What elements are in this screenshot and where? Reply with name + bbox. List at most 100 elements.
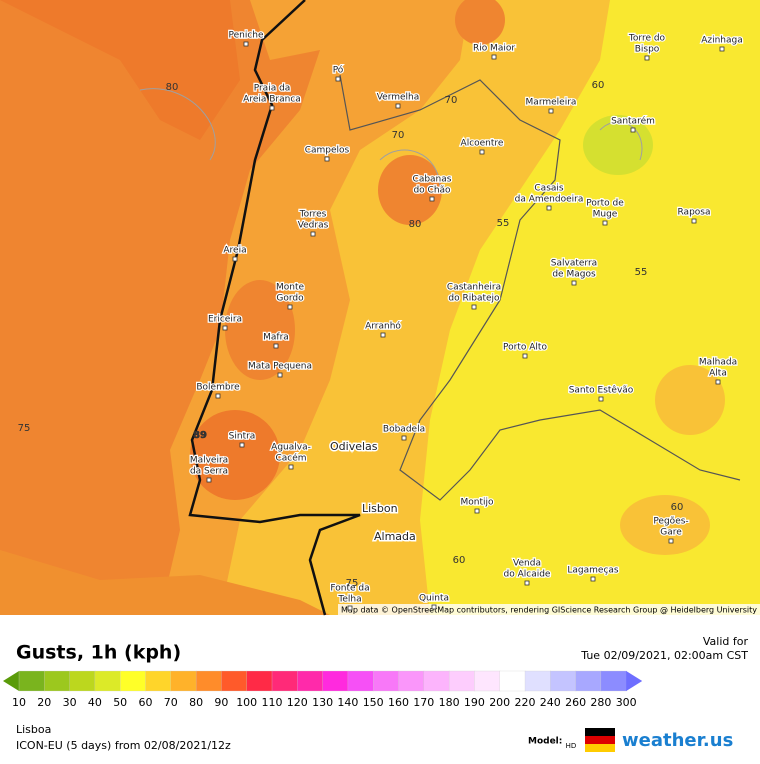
place-marker [474, 508, 480, 514]
legend-tick-label: 160 [388, 696, 409, 709]
legend-tick-label: 100 [236, 696, 257, 709]
legend-swatch [145, 670, 172, 692]
place-label: Raposa [678, 208, 711, 218]
legend-tick-label: 90 [214, 696, 228, 709]
place-marker [395, 103, 401, 109]
contour-label: 60 [453, 555, 466, 566]
legend-swatch [499, 670, 526, 692]
place-label: Mata Pequena [248, 362, 312, 372]
place-label: Venda [513, 559, 541, 569]
place-label: Pegões- [653, 517, 688, 527]
legend-swatch [322, 670, 349, 692]
place-marker [524, 580, 530, 586]
legend-swatch [575, 670, 602, 692]
legend-swatch [94, 670, 121, 692]
title: Gusts, 1h (kph) [16, 642, 181, 664]
legend-swatch [246, 670, 273, 692]
legend-swatch [550, 670, 577, 692]
place-label: Bispo [635, 45, 660, 55]
legend-tick-label: 150 [363, 696, 384, 709]
legend-swatch [600, 670, 627, 692]
legend-tick-label: 30 [63, 696, 77, 709]
contour-label: 80 [409, 219, 422, 230]
valid-label: Valid for [703, 635, 749, 648]
place-label: Alcoentre [461, 139, 504, 149]
place-label: Azinhaga [701, 36, 743, 46]
legend-tick-label: 190 [464, 696, 485, 709]
place-marker [719, 46, 725, 52]
major-place-label: Almada [374, 530, 416, 543]
place-label: Santo Estêvão [569, 385, 634, 396]
place-label: Bobadela [383, 425, 425, 435]
legend-swatch [297, 670, 324, 692]
place-marker [668, 538, 674, 544]
contour-label: 60 [671, 502, 684, 513]
contour-label: 70 [445, 95, 458, 106]
place-label: da Amendoeira [515, 195, 584, 205]
place-label: Porto Alto [503, 343, 547, 353]
legend-swatch [398, 670, 425, 692]
legend-swatch [69, 670, 96, 692]
place-label: Porto de [586, 199, 624, 209]
place-marker [479, 149, 485, 155]
place-label: Pó [333, 65, 344, 76]
legend-swatch [373, 670, 400, 692]
legend-swatch [195, 670, 223, 692]
place-label: Torre do [628, 34, 666, 44]
place-label: Santarém [611, 116, 655, 127]
contour-label: 55 [635, 267, 648, 278]
place-marker [287, 304, 293, 310]
hd-label: HD [566, 742, 577, 750]
place-marker [431, 604, 437, 610]
place-marker [491, 54, 497, 60]
place-label: Vedras [298, 221, 329, 231]
legend-tick-label: 300 [616, 696, 637, 709]
legend-tick-label: 130 [312, 696, 333, 709]
legend-swatch [221, 670, 248, 692]
place-label: Mafra [263, 333, 289, 343]
place-label: Cacém [275, 453, 306, 464]
place-label: Cabanas [413, 175, 452, 185]
legend-low-arrow [3, 671, 19, 691]
place-label: Marmeleira [526, 98, 577, 108]
place-label: Vermelha [377, 93, 420, 103]
place-marker [644, 55, 650, 61]
place-marker [269, 105, 275, 111]
place-label: Alta [709, 369, 727, 379]
place-marker [206, 477, 212, 483]
major-place-label: Odivelas [330, 440, 378, 453]
place-label: Ericeira [208, 315, 242, 325]
place-label: de Magos [552, 270, 596, 280]
legend-tick-label: 170 [413, 696, 434, 709]
legend-swatch [347, 670, 374, 692]
place-marker [598, 396, 604, 402]
legend-swatch [18, 670, 45, 692]
attribution: Map data © OpenStreetMap contributors, r… [341, 606, 757, 615]
contour-label: 75 [346, 578, 359, 589]
legend-tick-label: 120 [287, 696, 308, 709]
place-label: Sintra [229, 432, 256, 442]
place-marker [222, 325, 228, 331]
place-label: Arranhó [365, 321, 401, 332]
place-marker [232, 256, 238, 262]
place-marker [548, 108, 554, 114]
place-label: Casais [534, 184, 564, 194]
map: Map data © OpenStreetMap contributors, r… [0, 0, 760, 616]
legend-tick-label: 70 [164, 696, 178, 709]
place-label: do Ribatejo [448, 294, 500, 304]
place-label: Gare [660, 528, 682, 538]
place-label: Areia Branca [243, 95, 301, 105]
place-label: Praia da [254, 84, 291, 94]
legend-tick-label: 200 [489, 696, 510, 709]
contour-label: 55 [497, 218, 510, 229]
place-marker [324, 156, 330, 162]
place-marker [347, 605, 353, 611]
legend-tick-label: 50 [113, 696, 127, 709]
legend-swatch [170, 670, 197, 692]
place-marker [602, 220, 608, 226]
valid-time: Tue 02/09/2021, 02:00am CST [580, 649, 748, 662]
legend-tick-label: 180 [439, 696, 460, 709]
legend-tick-label: 60 [139, 696, 153, 709]
place-marker [335, 76, 341, 82]
